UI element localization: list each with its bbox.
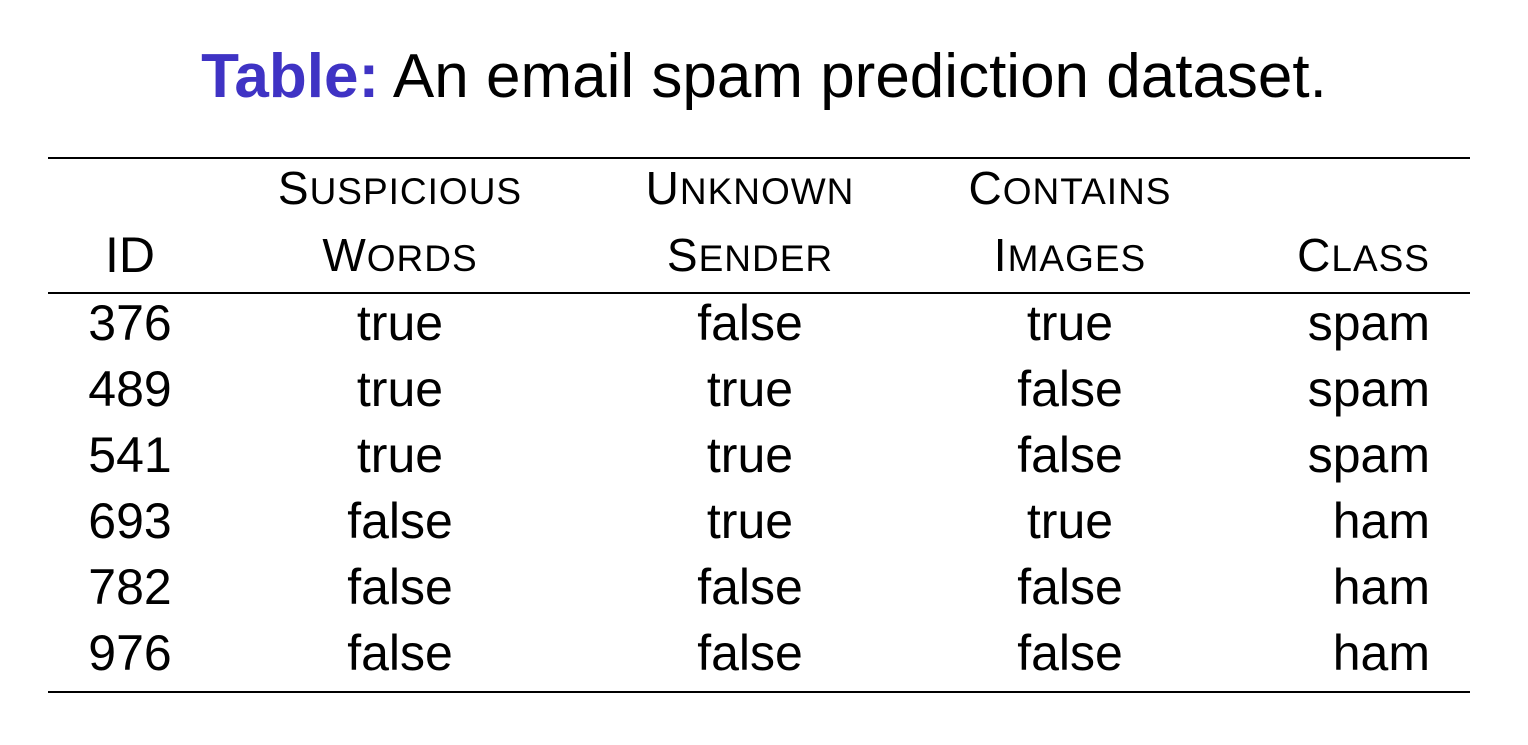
table-row: 489 true true false spam [0, 356, 1528, 422]
header-contains-images-line1: CONTAINS [968, 162, 1172, 214]
cell-id: 976 [88, 625, 172, 681]
table-row: 782 false false false ham [0, 554, 1528, 620]
cell-suspicious-words: true [356, 361, 444, 417]
cell-unknown-sender: false [697, 559, 803, 615]
cell-id: 693 [88, 493, 172, 549]
cell-suspicious-words: true [356, 427, 444, 483]
cell-unknown-sender: false [697, 295, 803, 351]
cell-id: 782 [88, 559, 172, 615]
caption-text: An email spam prediction dataset. [392, 42, 1327, 111]
cell-contains-images: false [1017, 361, 1123, 417]
cell-suspicious-words: false [347, 625, 453, 681]
top-rule [48, 157, 1470, 159]
header-id: ID [105, 227, 155, 283]
header-contains-images-line2: IMAGES [993, 229, 1147, 281]
cell-unknown-sender: true [706, 361, 794, 417]
cell-suspicious-words: false [347, 493, 453, 549]
cell-class: spam [1307, 295, 1430, 351]
cell-class: ham [1332, 625, 1430, 681]
table-caption: Table: An email spam prediction dataset. [0, 40, 1528, 114]
header-rule [48, 292, 1470, 294]
table-row: 541 true true false spam [0, 422, 1528, 488]
cell-suspicious-words: false [347, 559, 453, 615]
header-unknown-sender-line2: SENDER [666, 229, 834, 281]
cell-id: 489 [88, 361, 172, 417]
cell-class: spam [1307, 361, 1430, 417]
cell-unknown-sender: true [706, 427, 794, 483]
cell-contains-images: true [1026, 493, 1114, 549]
cell-class: ham [1332, 559, 1430, 615]
table-row: 976 false false false ham [0, 620, 1528, 686]
header-suspicious-words-line2: WORDS [322, 229, 478, 281]
cell-id: 541 [88, 427, 172, 483]
header-unknown-sender-line1: UNKNOWN [645, 162, 855, 214]
cell-contains-images: false [1017, 625, 1123, 681]
bottom-rule [48, 691, 1470, 693]
header-class: CLASS [1297, 229, 1430, 281]
cell-contains-images: false [1017, 559, 1123, 615]
cell-class: ham [1332, 493, 1430, 549]
cell-id: 376 [88, 295, 172, 351]
cell-contains-images: true [1026, 295, 1114, 351]
table-row: 693 false true true ham [0, 488, 1528, 554]
cell-unknown-sender: true [706, 493, 794, 549]
header-suspicious-words-line1: SUSPICIOUS [277, 162, 523, 214]
cell-suspicious-words: true [356, 295, 444, 351]
caption-label: Table: [201, 42, 380, 111]
cell-contains-images: false [1017, 427, 1123, 483]
table-row: 376 true false true spam [0, 290, 1528, 356]
cell-unknown-sender: false [697, 625, 803, 681]
cell-class: spam [1307, 427, 1430, 483]
